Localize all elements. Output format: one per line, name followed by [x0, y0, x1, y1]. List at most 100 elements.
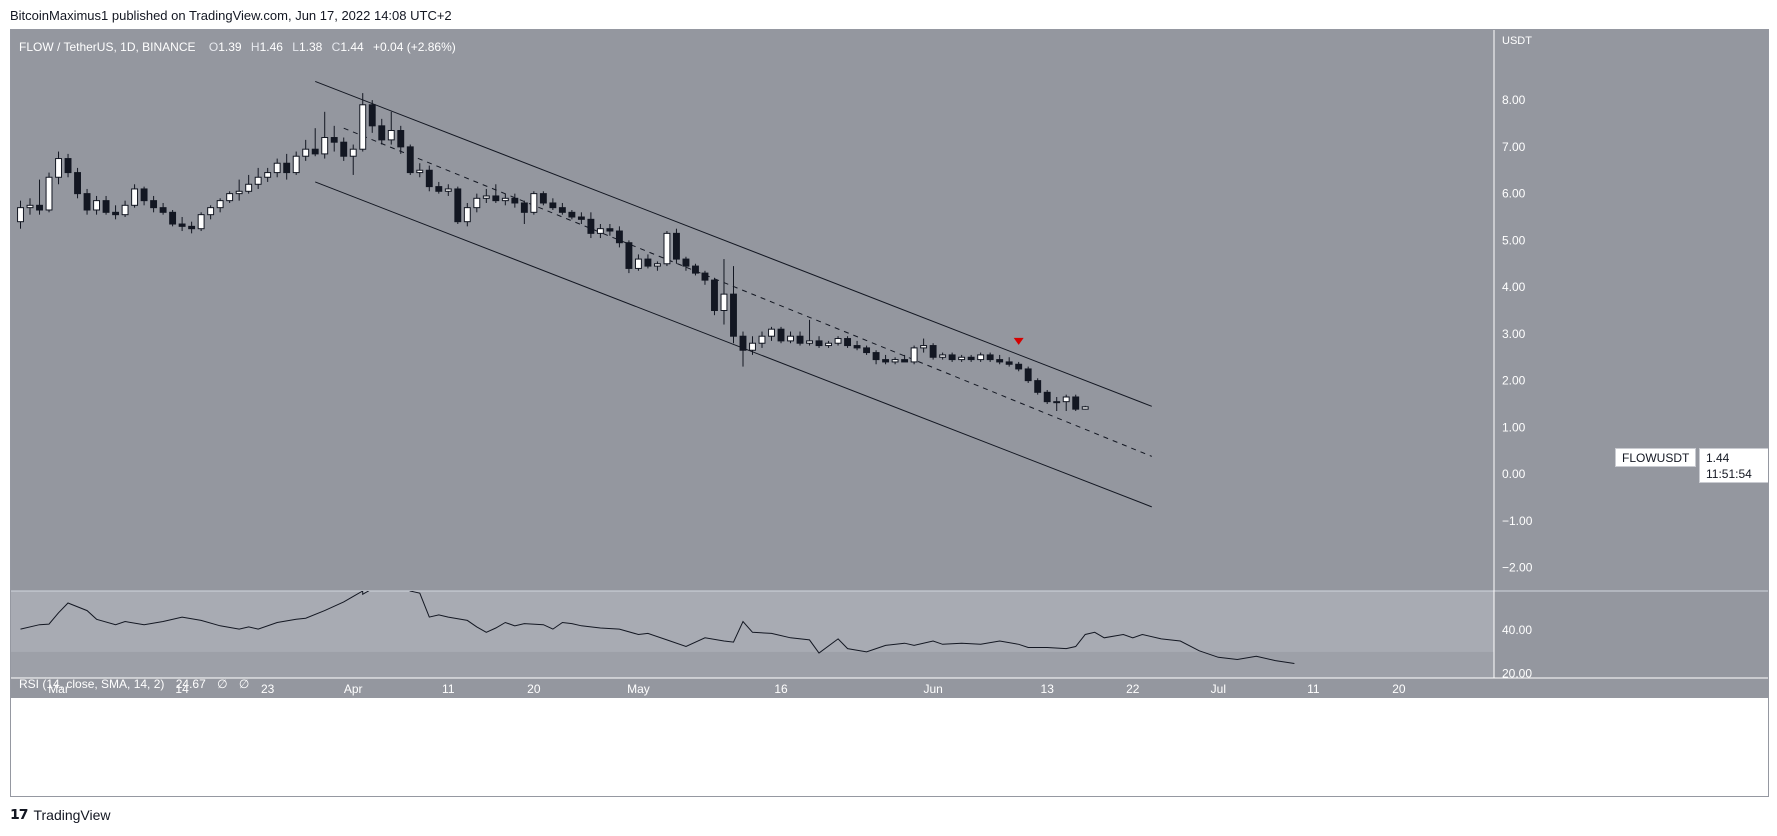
candle-body [169, 211, 177, 225]
candle-body [901, 359, 909, 363]
candle-body [625, 242, 633, 269]
candle-body [245, 183, 253, 192]
candle-body [815, 340, 823, 347]
candle-body [834, 338, 842, 344]
publisher-header: BitcoinMaximus1 published on TradingView… [10, 8, 452, 23]
candle-body [967, 356, 975, 361]
candle-body [368, 104, 376, 127]
candle-body [872, 352, 880, 361]
candle-body [302, 148, 310, 157]
candle-body [425, 169, 433, 188]
candle-body [1053, 401, 1061, 404]
candle-body [568, 211, 576, 218]
time-axis-label: Jun [923, 682, 942, 696]
candle-body [653, 263, 661, 267]
candle-body [501, 197, 509, 202]
candle-body [454, 188, 462, 223]
candle-body [406, 146, 414, 174]
candle-body [606, 228, 614, 232]
time-axis-label: 13 [1041, 682, 1055, 696]
rsi-band [11, 591, 1494, 652]
price-scale-bg [1494, 30, 1768, 678]
rsi-title[interactable]: RSI (14, close, SMA, 14, 2) [19, 677, 165, 691]
symbol-name[interactable]: FLOW / TetherUS, 1D, BINANCE [19, 40, 196, 54]
last-price-value: 1.44 [1706, 451, 1730, 465]
candle-body [349, 148, 357, 157]
candle-body [197, 214, 205, 230]
candle-body [397, 130, 405, 148]
candle-body [1015, 363, 1023, 370]
price-tick-label: 8.00 [1502, 93, 1526, 107]
candle-body [473, 197, 481, 209]
candle-body [634, 258, 642, 269]
channel-upper-line [315, 80, 1152, 407]
candle-body [739, 335, 747, 351]
candle-body [102, 200, 110, 213]
price-tick-label: 6.00 [1502, 187, 1526, 201]
candle-body [416, 169, 424, 174]
candle-body [673, 232, 680, 260]
time-axis-label: 11 [1307, 682, 1320, 696]
symbol-legend[interactable]: FLOW / TetherUS, 1D, BINANCE O1.39 H1.46… [19, 40, 462, 54]
low-value: 1.38 [298, 40, 323, 54]
candle-body [986, 354, 994, 361]
candle-body [131, 188, 139, 206]
rsi-null-2: ∅ [238, 677, 250, 691]
candle-body [910, 347, 918, 363]
price-tick-label: 5.00 [1502, 233, 1526, 247]
candle-body [511, 197, 519, 204]
high-label: H [250, 40, 260, 54]
candle-body [83, 193, 91, 211]
change-value: +0.04 (+2.86%) [373, 40, 456, 54]
candle-body [891, 359, 899, 363]
candle-body [26, 204, 34, 209]
price-tick-label: 7.00 [1502, 140, 1526, 154]
candle-body [796, 335, 804, 344]
candle-body [644, 258, 652, 267]
time-axis-label: Jul [1211, 682, 1226, 696]
price-tick-label: 0.00 [1502, 467, 1526, 481]
price-tick-label: 3.00 [1502, 327, 1526, 341]
rsi-null-1: ∅ [217, 677, 228, 691]
rsi-series-line [20, 591, 1295, 664]
tradingview-logo-icon: 𝟭𝟳 [10, 806, 29, 822]
candle-body [387, 130, 395, 141]
candle-body [150, 200, 158, 209]
candle-body [216, 200, 224, 209]
close-label: C [331, 40, 341, 54]
candle-body [283, 162, 291, 174]
candle-body [1005, 361, 1013, 365]
candle-body [996, 359, 1004, 363]
candle-body [977, 354, 985, 361]
candle-body [254, 176, 262, 185]
price-scale-currency: USDT [1502, 35, 1532, 47]
bar-countdown: 11:51:54 [1706, 467, 1752, 481]
candle-body [853, 345, 861, 349]
candle-body [882, 359, 890, 363]
candle-body [1024, 368, 1032, 382]
candle-body [435, 186, 443, 192]
candle-body [64, 158, 72, 174]
candle-body [311, 148, 319, 155]
candle-body [482, 195, 490, 199]
footer-brand[interactable]: TradingView [33, 806, 111, 823]
price-tick-label: −2.00 [1502, 561, 1533, 575]
candle-body [330, 137, 338, 143]
candle-body [692, 265, 699, 274]
candle-body [663, 232, 671, 265]
candle-body [93, 200, 101, 211]
candle-body [74, 172, 81, 195]
footer-area [11, 698, 1768, 796]
candle-body [178, 223, 186, 227]
rsi-legend[interactable]: RSI (14, close, SMA, 14, 2) 24.67 ∅ ∅ [19, 677, 257, 691]
candlestick-chart[interactable]: USDT 8.00 7.00 6.00 5.00 4.00 3.00 2.00 1.00 0.00… [11, 30, 1769, 797]
time-axis-label: 20 [1392, 682, 1406, 696]
time-axis-label: 22 [1126, 682, 1140, 696]
price-tick-label: 1.00 [1502, 420, 1526, 434]
chart-frame[interactable]: USDT 8.00 7.00 6.00 5.00 4.00 3.00 2.00 1.00 0.00… [10, 29, 1769, 797]
candle-body [749, 342, 756, 351]
footer[interactable]: 𝟭𝟳 TradingView [10, 806, 111, 823]
candle-body [520, 202, 528, 213]
candle-body [825, 342, 832, 347]
candle-body [55, 158, 62, 178]
